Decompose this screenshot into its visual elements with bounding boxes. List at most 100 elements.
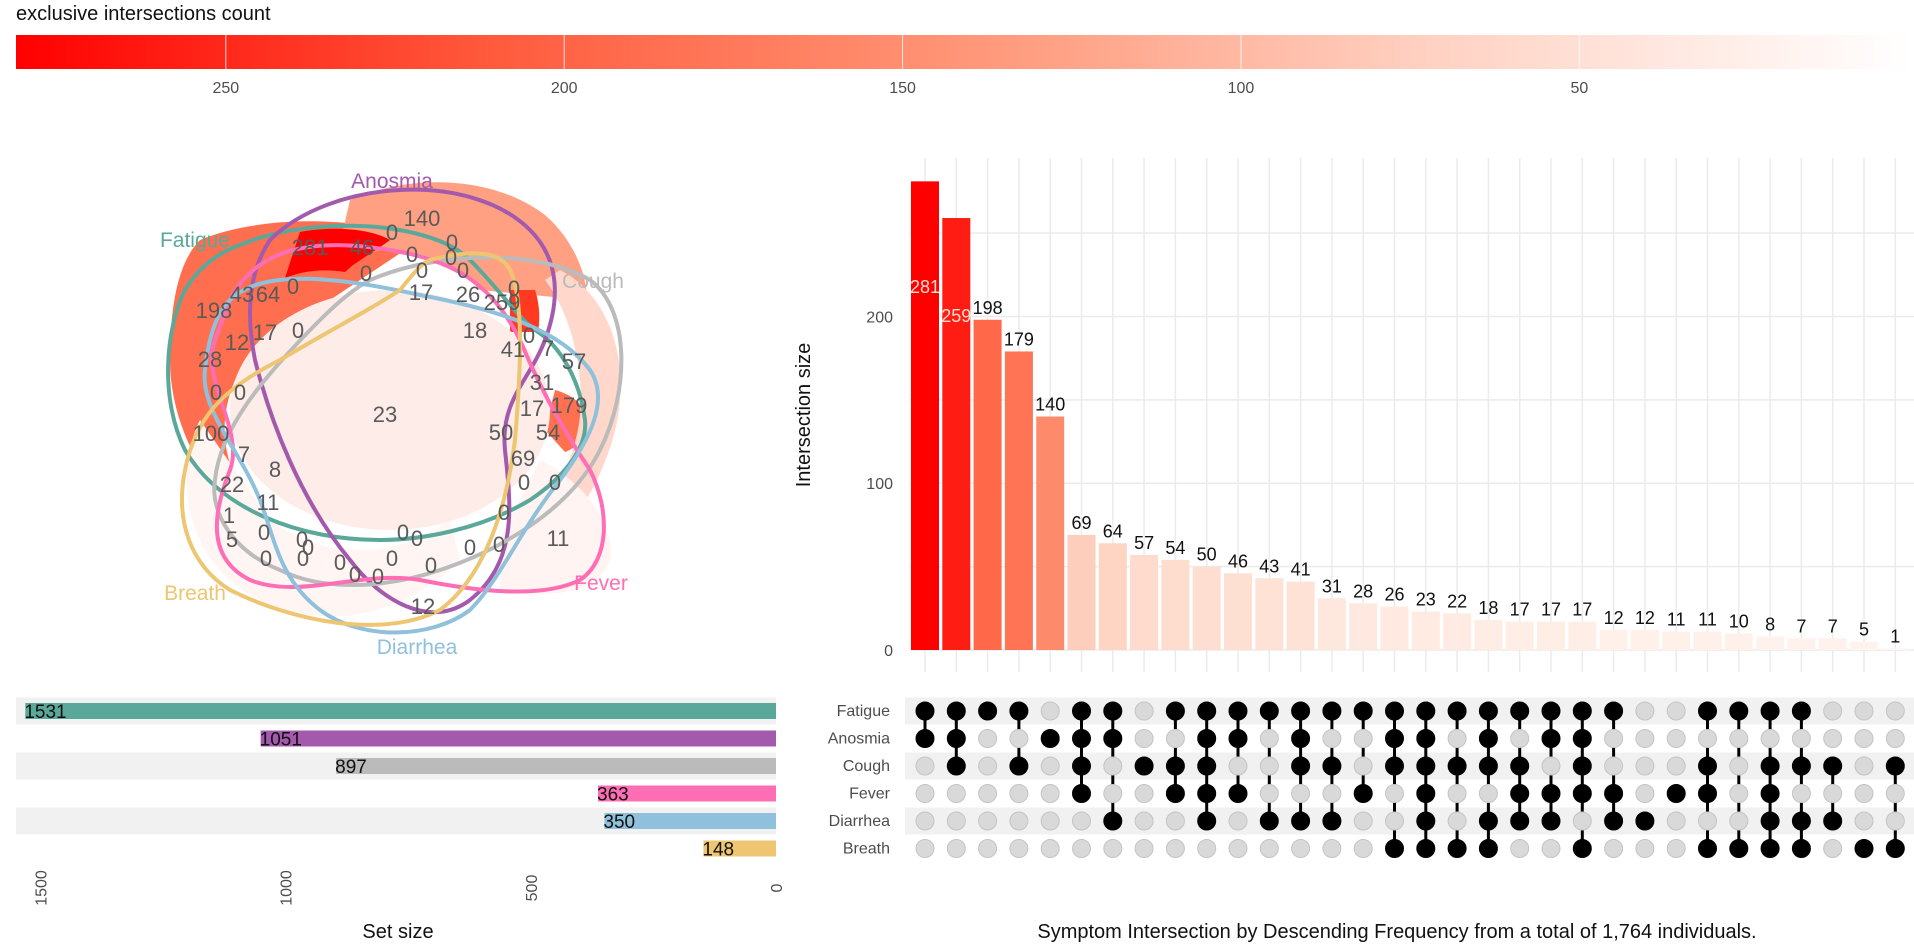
matrix-dot-empty bbox=[1103, 839, 1123, 858]
venn-region-label: 0 bbox=[464, 535, 476, 560]
matrix-dot-empty bbox=[1322, 839, 1342, 858]
venn-region-label: 0 bbox=[292, 318, 304, 343]
intersection-bar-label: 46 bbox=[1228, 551, 1248, 571]
intersection-bar-label: 23 bbox=[1416, 590, 1436, 610]
matrix-dot-filled bbox=[1291, 756, 1311, 776]
matrix-dot-empty bbox=[1165, 839, 1185, 858]
venn-region-label: 0 bbox=[523, 323, 535, 348]
venn-region-label: 140 bbox=[404, 206, 441, 231]
intersection-bar-label: 11 bbox=[1698, 610, 1717, 630]
matrix-dot-filled bbox=[1604, 701, 1624, 721]
matrix-dot-empty bbox=[1666, 729, 1686, 748]
venn-region-label: 0 bbox=[297, 546, 309, 571]
matrix-dot-empty bbox=[1040, 756, 1060, 776]
venn-region-label: 31 bbox=[530, 370, 554, 395]
venn-region-label: 1 bbox=[223, 503, 235, 528]
intersection-bar bbox=[1036, 416, 1065, 650]
matrix-dot-empty bbox=[1666, 701, 1686, 721]
matrix-dot-filled bbox=[1885, 839, 1905, 858]
matrix-dot-empty bbox=[1228, 839, 1248, 858]
venn-outline-breath bbox=[180, 251, 522, 627]
matrix-dot-empty bbox=[1885, 729, 1905, 748]
venn-region-label: 0 bbox=[296, 527, 308, 552]
matrix-dot-filled bbox=[1885, 756, 1905, 776]
venn-region-label: 0 bbox=[493, 532, 505, 557]
matrix-dot-filled bbox=[1541, 701, 1561, 721]
intersection-bar-label: 43 bbox=[1259, 556, 1279, 576]
intersection-bar bbox=[1474, 619, 1503, 650]
venn-region-label: 46 bbox=[350, 235, 374, 260]
intersection-bar-label: 41 bbox=[1291, 560, 1311, 580]
matrix-dot-filled bbox=[1228, 729, 1248, 748]
matrix-dot-empty bbox=[1760, 729, 1780, 748]
venn-fill-fever bbox=[500, 460, 611, 594]
matrix-dot-filled bbox=[1291, 811, 1311, 831]
matrix-dot-empty bbox=[1009, 839, 1029, 858]
matrix-dot-filled bbox=[1040, 729, 1060, 748]
matrix-dot-filled bbox=[1791, 811, 1811, 831]
venn-region-label: 0 bbox=[386, 546, 398, 571]
matrix-dot-empty bbox=[1447, 784, 1467, 803]
matrix-dot-filled bbox=[1541, 784, 1561, 803]
intersection-bar bbox=[1505, 621, 1534, 650]
matrix-dot-empty bbox=[1823, 839, 1843, 858]
bar-y-ticks: 0 100 200 bbox=[866, 309, 893, 660]
intersection-bar bbox=[911, 181, 939, 650]
set-size-chart: 1531 1051 897 363 350 148 1500 1000 500 0 Set si… bbox=[16, 697, 786, 943]
intersection-bar-label: 7 bbox=[1828, 616, 1838, 636]
venn-label-cough: Cough bbox=[562, 270, 624, 293]
matrix-dot-empty bbox=[1604, 839, 1624, 858]
venn-region-label: 54 bbox=[536, 420, 560, 445]
matrix-dot-empty bbox=[1197, 839, 1217, 858]
venn-region-label: 100 bbox=[193, 421, 230, 446]
matrix-dot-filled bbox=[1729, 839, 1749, 858]
matrix-dot-empty bbox=[1885, 811, 1905, 831]
set-size-bar bbox=[598, 785, 776, 802]
matrix-dot-filled bbox=[1416, 839, 1436, 858]
venn-label-breath: Breath bbox=[164, 582, 226, 605]
matrix-dot-filled bbox=[1791, 701, 1811, 721]
matrix-dot-filled bbox=[1385, 756, 1404, 776]
set-size-bar bbox=[260, 730, 776, 747]
matrix-dot-filled bbox=[1541, 811, 1561, 831]
venn-region-label: 281 bbox=[292, 235, 329, 260]
matrix-dot-empty bbox=[1698, 729, 1717, 748]
matrix-dot-empty bbox=[1072, 811, 1091, 831]
venn-region-label: 5 bbox=[226, 527, 238, 552]
venn-region-label: 0 bbox=[372, 564, 384, 589]
matrix-dot-empty bbox=[1791, 729, 1811, 748]
matrix-dot-filled bbox=[1698, 701, 1717, 721]
matrix-dot-empty bbox=[1134, 729, 1154, 748]
matrix-dot-filled bbox=[1447, 756, 1467, 776]
venn-region-label: 0 bbox=[416, 258, 428, 283]
matrix-dot-filled bbox=[1635, 811, 1655, 831]
matrix-dot-filled bbox=[1760, 701, 1780, 721]
matrix-dot-empty bbox=[946, 784, 966, 803]
matrix-dot-filled bbox=[1291, 701, 1311, 721]
matrix-dot-filled bbox=[1291, 729, 1311, 748]
matrix-dot-filled bbox=[1385, 701, 1404, 721]
intersection-bar-label: 28 bbox=[1353, 581, 1373, 601]
matrix-dot-empty bbox=[1635, 756, 1655, 776]
matrix-dot-filled bbox=[1416, 784, 1436, 803]
matrix-dot-filled bbox=[1760, 784, 1780, 803]
intersection-bar-label: 18 bbox=[1478, 598, 1498, 618]
venn-region-label: 18 bbox=[463, 318, 487, 343]
matrix-dot-filled bbox=[1478, 729, 1498, 748]
intersection-bar-label: 12 bbox=[1604, 608, 1624, 628]
venn-region-label: 0 bbox=[360, 261, 372, 286]
set-size-bar bbox=[604, 813, 776, 829]
matrix-dot-empty bbox=[1165, 729, 1185, 748]
legend-title: exclusive intersections count bbox=[16, 3, 271, 25]
legend-tick-label: 50 bbox=[1570, 80, 1588, 97]
matrix-set-name: Fever bbox=[849, 786, 891, 803]
matrix-dot-empty bbox=[1572, 811, 1592, 831]
matrix-dot-filled bbox=[1072, 784, 1091, 803]
matrix-dot-empty bbox=[978, 729, 998, 748]
matrix-dot-empty bbox=[1635, 701, 1655, 721]
venn-diagram: Fatigue Anosmia Cough Fever Diarrhea Bre… bbox=[160, 170, 628, 659]
matrix-dot-filled bbox=[1572, 784, 1592, 803]
matrix-dot-filled bbox=[1447, 839, 1467, 858]
venn-region-label: 12 bbox=[225, 330, 249, 355]
